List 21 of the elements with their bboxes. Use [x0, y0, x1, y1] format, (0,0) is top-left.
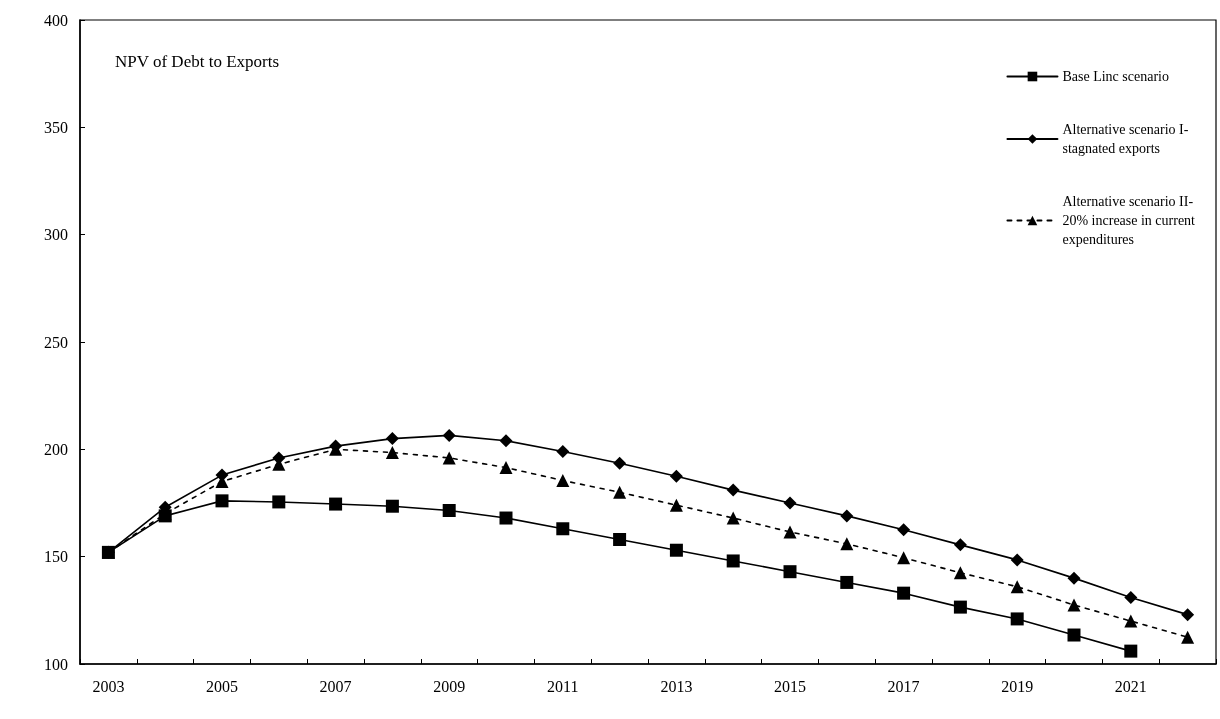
y-tick-label: 300	[44, 226, 68, 244]
y-tick-label: 200	[44, 440, 68, 458]
y-tick-label: 100	[44, 655, 68, 673]
legend-label: Alternative scenario II- 20% increase in current expenditures	[1062, 194, 1196, 247]
y-tick-label: 250	[44, 333, 68, 351]
x-tick-label: 2005	[206, 677, 238, 695]
y-tick-label: 400	[44, 11, 68, 29]
x-tick-label: 2013	[660, 677, 693, 695]
x-tick-label: 2009	[433, 677, 466, 695]
legend-label: Base Linc scenario	[1062, 69, 1169, 84]
x-tick-label: 2011	[547, 677, 579, 695]
y-tick-label: 150	[44, 548, 68, 566]
legend-label: Alternative scenario I- stagnated exports	[1062, 122, 1189, 156]
x-tick-label: 2017	[887, 677, 920, 695]
x-tick-label: 2015	[774, 677, 806, 695]
y-tick-label: 350	[44, 118, 68, 136]
text: NPV of Debt to Exports	[115, 52, 280, 71]
x-tick-label: 2007	[319, 677, 352, 695]
x-tick-label: 2003	[92, 677, 125, 695]
x-tick-label: 2021	[1114, 677, 1147, 695]
x-tick-label: 2019	[1001, 677, 1034, 695]
